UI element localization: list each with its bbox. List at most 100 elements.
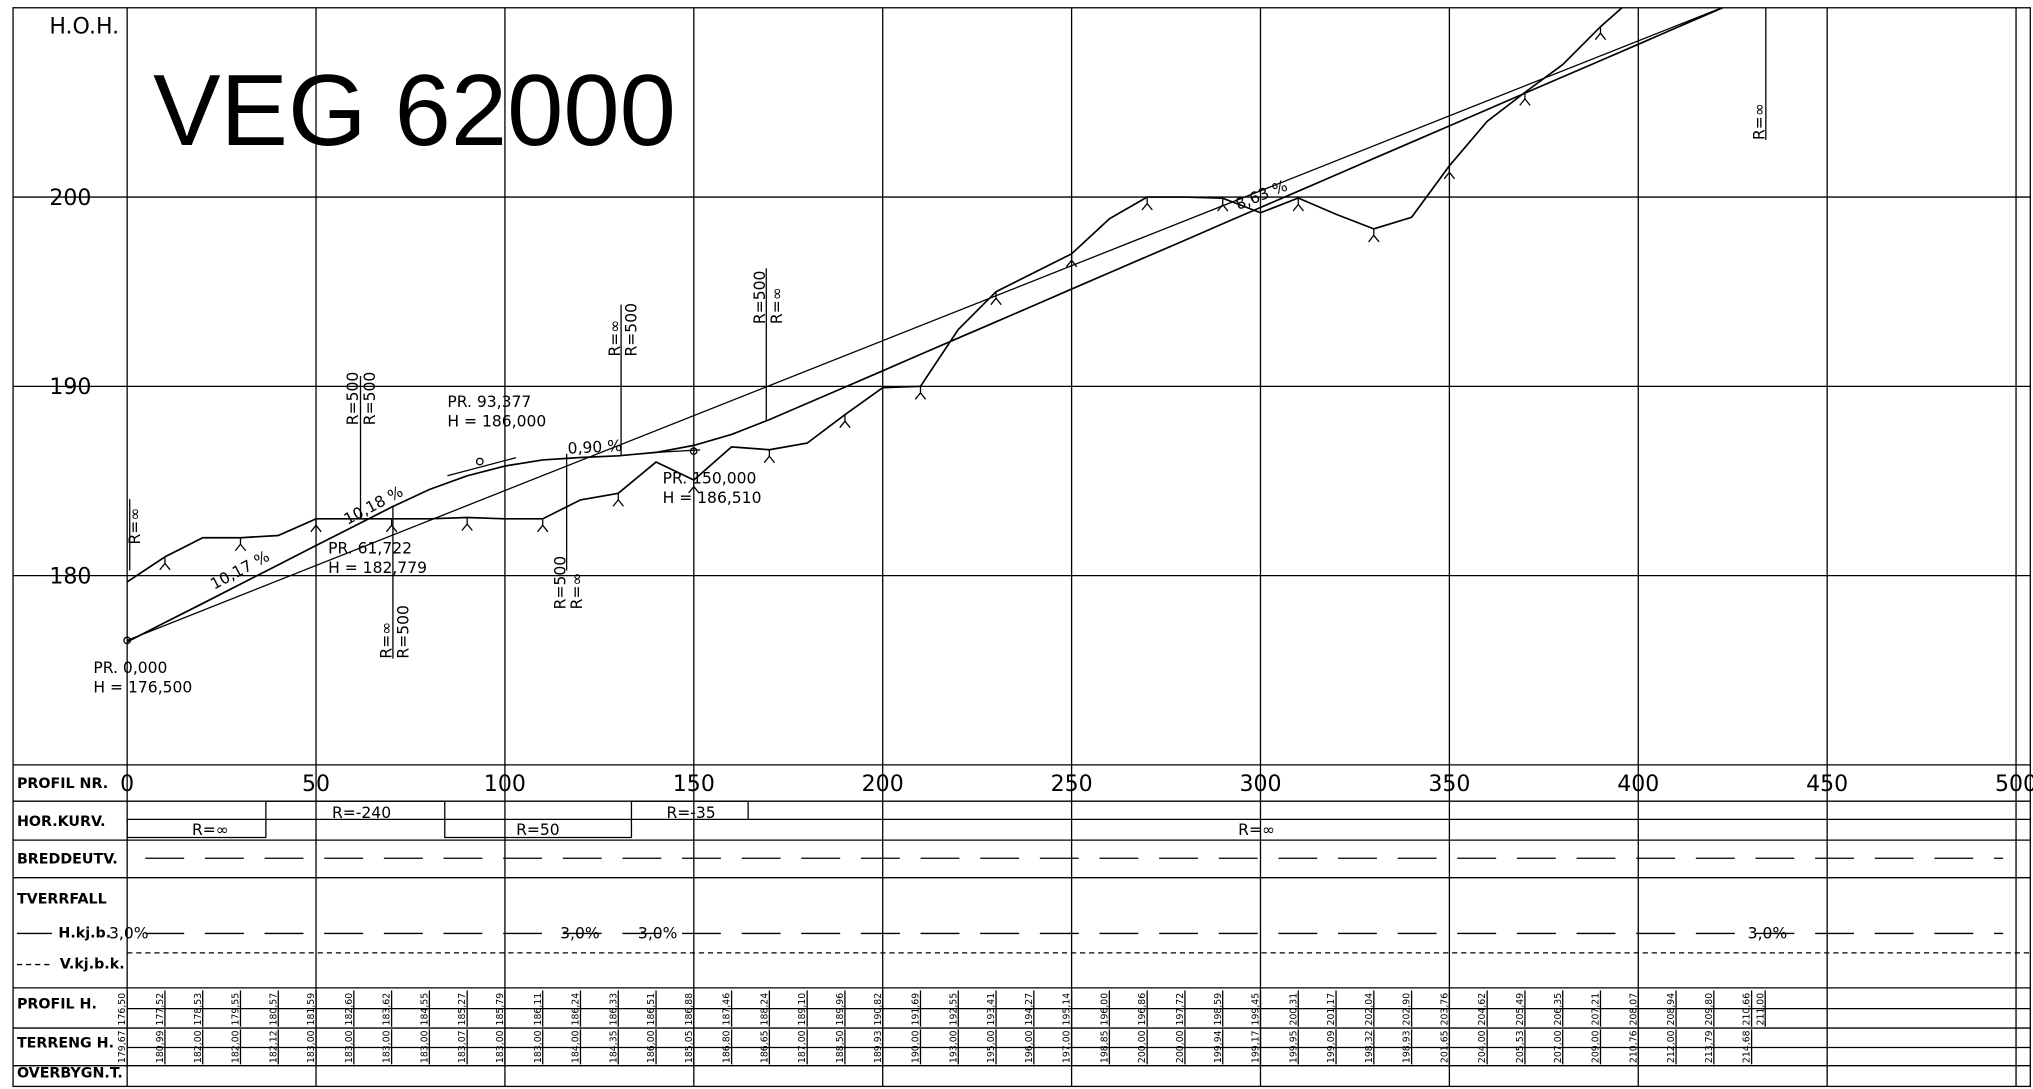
height-value: 199,09 [1326,1030,1337,1063]
height-value: 193,00 [948,1030,959,1063]
radius: R=∞ [768,287,786,324]
height-value: 186,24 [571,993,582,1026]
height-value: 189,93 [873,1030,884,1063]
height-value: 186,51 [646,993,657,1026]
height-value: 186,00 [646,1030,657,1063]
height-value: 195,00 [986,1030,997,1063]
crossfall: 3,0% [638,925,678,943]
radius: R=500 [394,605,412,659]
terrain-tick [1594,26,1607,41]
height-value: 181,59 [306,993,317,1026]
height-value: 190,00 [911,1030,922,1063]
hor-curve: R=∞ [1238,821,1275,839]
terrain-tick [537,518,549,533]
height-value: 183,00 [344,1030,355,1063]
height-value: 193,41 [986,993,997,1026]
height-value: 188,24 [759,993,770,1026]
height-value: 206,35 [1553,993,1564,1026]
height-value: 197,72 [1175,993,1186,1026]
height-value: 202,90 [1402,993,1413,1026]
point-height: H = 186,000 [447,413,546,431]
radius: R=∞ [1751,103,1769,140]
radius: R=∞ [568,573,586,610]
height-value: 198,85 [1099,1030,1110,1063]
height-value: 182,60 [344,993,355,1026]
height-value: 210,66 [1742,993,1753,1026]
station-label: 300 [1239,772,1281,797]
station-label: 0 [120,772,134,797]
height-value: 214,68 [1742,1030,1753,1063]
y-tick-label: 180 [49,564,91,589]
height-value: 209,80 [1704,993,1715,1026]
grade: 8,63 % [1233,177,1290,214]
height-value: 205,49 [1515,993,1526,1026]
height-value: 201,65 [1439,1030,1450,1063]
radius: R=500 [751,271,769,325]
radius: R=500 [344,372,362,426]
terrain-tick [310,518,322,533]
terrain-tick [159,556,171,571]
height-value: 195,14 [1062,993,1073,1026]
hor-curve: R=-35 [666,804,715,822]
height-value: 188,50 [835,1030,846,1063]
height-value: 199,94 [1213,1030,1224,1063]
height-value: 213,79 [1704,1030,1715,1063]
row-label: H.kj.b. [58,925,111,941]
height-value: 199,17 [1251,1030,1262,1063]
height-value: 185,79 [495,993,506,1026]
terrain-tick [461,517,473,531]
height-value: 194,27 [1024,993,1035,1026]
height-value: 186,80 [722,1030,733,1063]
height-value: 207,00 [1553,1030,1564,1063]
row-label: V.kj.b.k. [60,956,125,972]
curve-box [444,819,633,839]
height-value: 176,50 [117,993,128,1026]
height-value: 182,12 [268,1030,279,1063]
height-value: 189,96 [835,993,846,1026]
terrain-tick [234,537,247,552]
terrain-tick [612,493,624,507]
profile-line [127,7,1725,643]
height-value: 184,35 [608,1030,619,1063]
height-value: 196,86 [1137,993,1148,1026]
height-value: 198,32 [1364,1030,1375,1063]
height-value: 183,00 [533,1030,544,1063]
station-label: 100 [484,772,526,797]
vertex [475,457,484,466]
point-height: H = 176,500 [93,678,192,696]
height-value: 180,57 [268,993,279,1026]
hor-curve: R=-240 [332,804,391,822]
height-value: 178,53 [193,993,204,1026]
height-value: 184,00 [571,1030,582,1063]
crossfall: 3,0% [109,925,149,943]
height-value: 189,10 [797,993,808,1026]
height-value: 192,55 [948,993,959,1026]
row-label: BREDDEUTV. [17,851,118,867]
terrain-tick [1065,253,1078,268]
radius: R=∞ [606,320,624,357]
station-label: 150 [673,772,715,797]
height-value: 186,65 [759,1030,770,1063]
station-label: 350 [1428,772,1470,797]
height-value: 196,00 [1024,1030,1035,1063]
terrain-tick [1217,198,1229,212]
height-value: 183,00 [306,1030,317,1063]
height-value: 183,00 [419,1030,430,1063]
height-value: 208,07 [1628,993,1639,1026]
height-value: 183,62 [382,993,393,1026]
height-value: 196,00 [1099,993,1110,1026]
point-height: H = 186,510 [663,489,762,507]
height-value: 207,21 [1591,993,1602,1026]
terrain-tick [1141,197,1153,211]
point-height: H = 182,779 [328,559,427,577]
radius: R=500 [551,556,569,610]
height-value: 198,59 [1213,993,1224,1026]
height-value: 183,00 [495,1030,506,1063]
height-value: 205,53 [1515,1030,1526,1063]
height-value: 197,00 [1062,1030,1073,1063]
height-value: 186,33 [608,993,619,1026]
height-value: 199,45 [1251,993,1262,1026]
height-value: 199,95 [1288,1030,1299,1063]
terrain-tick [688,480,700,494]
